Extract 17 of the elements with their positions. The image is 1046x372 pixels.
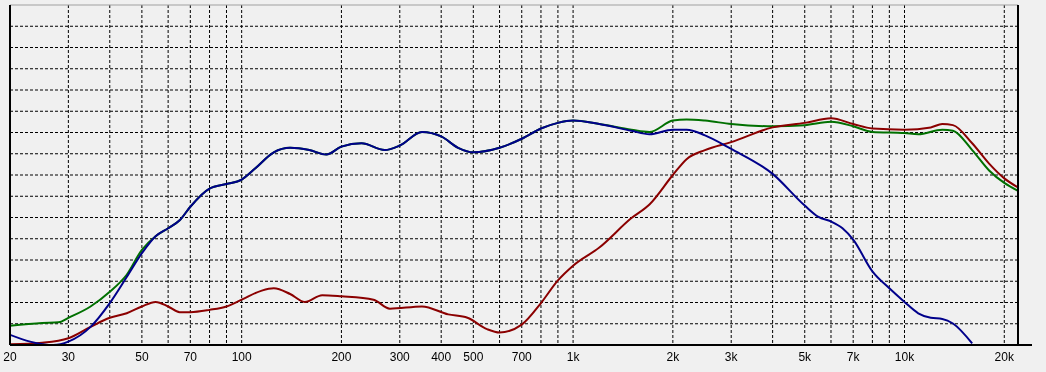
x-tick-label: 100 xyxy=(231,350,252,364)
x-tick-label: 500 xyxy=(463,350,484,364)
x-tick-label: 3k xyxy=(724,350,739,364)
x-tick-label: 7k xyxy=(846,350,861,364)
x-tick-label: 200 xyxy=(331,350,352,364)
x-tick-label: 700 xyxy=(511,350,533,364)
x-tick-label: 30 xyxy=(61,350,76,364)
x-tick-label: 2k xyxy=(666,350,681,364)
x-tick-label: 70 xyxy=(183,350,198,364)
x-tick-label: 10k xyxy=(894,350,916,364)
x-tick-label: 50 xyxy=(135,350,149,364)
x-tick-label: 400 xyxy=(431,350,452,364)
x-tick-label: 5k xyxy=(798,350,813,364)
x-tick-label: 300 xyxy=(389,350,411,364)
x-tick-label: 20 xyxy=(3,350,17,364)
x-tick-label: 1k xyxy=(566,350,581,364)
x-tick-label: 20k xyxy=(994,350,1015,364)
